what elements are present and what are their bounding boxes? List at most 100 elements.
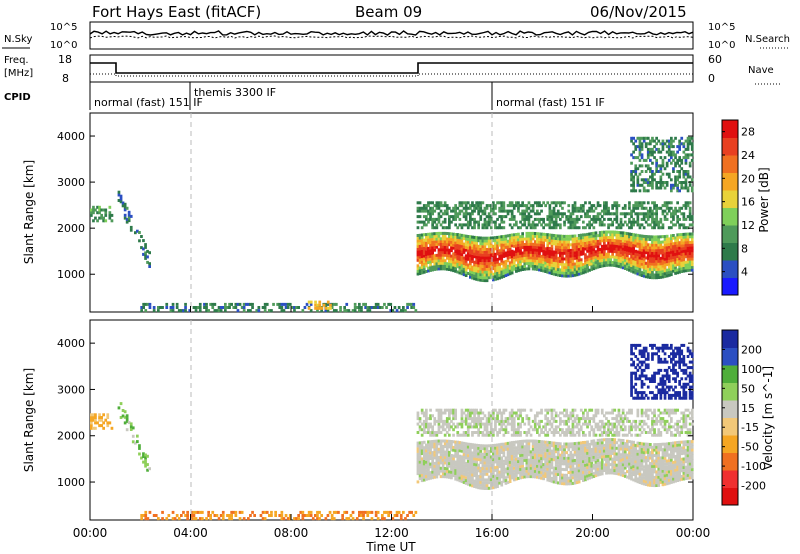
data-cell (569, 251, 573, 255)
data-cell (613, 241, 617, 245)
data-cell (521, 268, 524, 271)
data-cell (632, 220, 635, 224)
data-cell (688, 142, 692, 146)
data-cell (433, 450, 437, 454)
data-cell (594, 242, 598, 246)
data-cell (577, 256, 581, 260)
data-cell (567, 453, 571, 457)
data-cell (508, 477, 512, 481)
data-cell (134, 231, 137, 235)
data-cell (586, 212, 589, 216)
data-cell (416, 272, 420, 276)
data-cell (561, 254, 564, 258)
data-cell (521, 257, 524, 260)
data-cell (611, 465, 614, 469)
data-cell (540, 249, 543, 253)
data-cell (634, 206, 638, 210)
data-cell (626, 439, 629, 443)
data-cell (489, 275, 493, 279)
data-cell (638, 262, 642, 266)
data-cell (538, 268, 541, 272)
data-cell (550, 444, 554, 448)
data-cell (458, 247, 462, 250)
data-cell (508, 449, 512, 453)
data-cell (102, 421, 105, 425)
data-cell (508, 444, 512, 448)
data-cell (592, 209, 596, 213)
data-cell (621, 231, 625, 235)
data-cell (531, 206, 535, 210)
data-cell (661, 261, 665, 265)
data-cell (460, 455, 464, 459)
data-cell (450, 456, 453, 460)
data-cell (469, 259, 472, 263)
data-cell (690, 178, 694, 182)
data-cell (548, 226, 552, 230)
data-cell (621, 250, 625, 254)
data-cell (634, 233, 638, 237)
data-cell (596, 245, 600, 249)
data-cell (148, 467, 151, 471)
data-cell (573, 445, 577, 448)
data-cell (345, 302, 349, 306)
data-cell (146, 255, 149, 259)
data-cell (592, 245, 596, 249)
data-cell (422, 241, 426, 245)
data-cell (433, 265, 437, 269)
data-cell (525, 231, 529, 235)
data-cell (594, 255, 598, 259)
data-cell (659, 235, 663, 239)
data-cell (651, 257, 654, 261)
data-cell (460, 226, 464, 230)
data-cell (454, 449, 457, 453)
data-cell (550, 477, 554, 480)
data-cell (521, 448, 524, 452)
data-cell (184, 309, 187, 313)
data-cell (441, 472, 445, 476)
data-cell (471, 238, 474, 242)
data-cell (628, 459, 631, 463)
data-cell (454, 212, 457, 216)
data-cell (512, 452, 516, 456)
data-cell (92, 205, 95, 209)
data-cell (510, 257, 514, 261)
data-cell (127, 421, 131, 425)
data-cell (523, 458, 527, 462)
data-cell (441, 445, 445, 448)
data-cell (519, 257, 522, 261)
data-cell (613, 441, 617, 444)
data-cell (108, 216, 112, 220)
freq-line (90, 62, 693, 74)
data-cell (496, 468, 499, 472)
data-cell (561, 274, 564, 278)
data-cell (613, 204, 617, 208)
data-cell (592, 466, 596, 470)
data-cell (508, 233, 512, 237)
data-cell (642, 468, 646, 472)
data-cell (431, 442, 434, 446)
data-cell (433, 256, 437, 260)
data-cell (579, 244, 583, 248)
data-cell (129, 425, 133, 429)
data-cell (494, 272, 497, 276)
data-cell (450, 209, 453, 213)
data-cell (596, 467, 600, 471)
data-cell (431, 456, 434, 460)
data-cell (454, 206, 457, 210)
data-cell (582, 271, 585, 275)
data-cell (546, 443, 550, 447)
data-cell (144, 510, 148, 514)
data-cell (638, 150, 642, 154)
data-cell (452, 238, 455, 242)
data-cell (661, 147, 665, 151)
data-cell (565, 234, 568, 238)
data-cell (460, 474, 464, 478)
data-cell (431, 451, 434, 455)
data-cell (96, 205, 99, 209)
data-cell (479, 475, 483, 479)
data-cell (663, 454, 667, 458)
data-cell (489, 242, 493, 246)
data-cell (454, 247, 457, 251)
data-cell (617, 455, 621, 459)
data-cell (556, 464, 560, 468)
